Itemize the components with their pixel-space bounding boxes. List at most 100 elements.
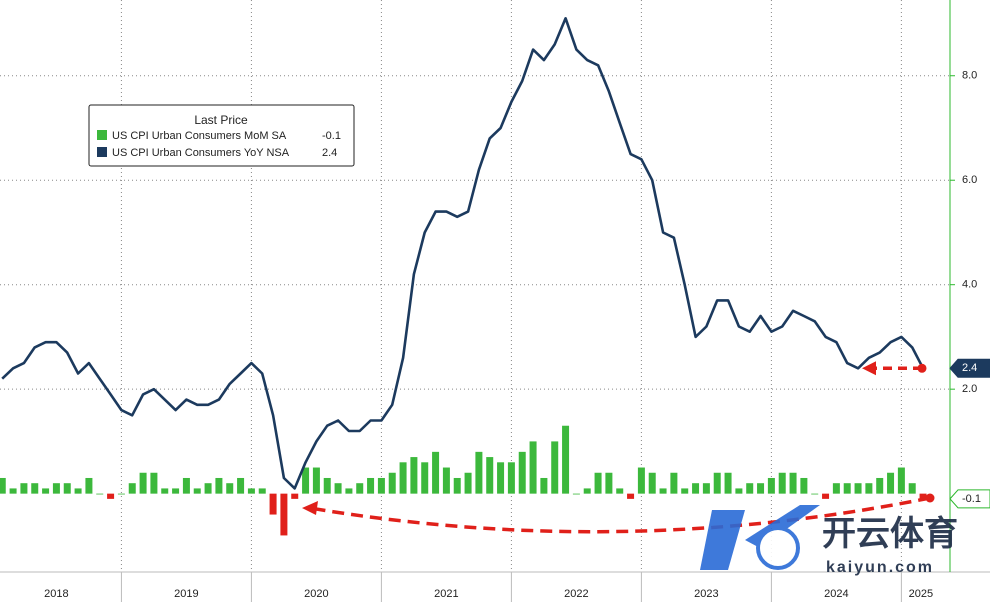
bar bbox=[681, 488, 689, 494]
y-tick-label: 2.0 bbox=[962, 383, 977, 395]
x-tick-label: 2020 bbox=[304, 588, 328, 600]
bar bbox=[594, 472, 602, 494]
bar bbox=[497, 462, 505, 494]
bar bbox=[832, 483, 840, 494]
bar bbox=[226, 483, 234, 494]
bar bbox=[464, 472, 472, 494]
line bbox=[1, 17, 925, 490]
bar bbox=[280, 493, 288, 536]
bar bbox=[908, 483, 916, 494]
legend-value: 2.4 bbox=[322, 147, 337, 159]
bar bbox=[572, 493, 580, 495]
bar bbox=[377, 477, 385, 494]
last-value-box bbox=[949, 489, 990, 509]
legend-value: -0.1 bbox=[322, 130, 341, 142]
last-value-box bbox=[949, 358, 990, 378]
bar bbox=[432, 451, 440, 494]
bar bbox=[746, 483, 754, 494]
bar bbox=[778, 472, 786, 494]
bar bbox=[897, 467, 905, 494]
watermark-logo bbox=[700, 510, 745, 570]
y-tick-label: 8.0 bbox=[962, 70, 977, 82]
y-tick-label: 4.0 bbox=[962, 279, 977, 291]
bar bbox=[291, 493, 299, 499]
bar bbox=[919, 493, 927, 499]
watermark-ball bbox=[756, 526, 800, 570]
bar bbox=[52, 483, 60, 494]
last-value-label: -0.1 bbox=[962, 493, 981, 505]
legend-label: US CPI Urban Consumers MoM SA bbox=[112, 130, 287, 142]
bar bbox=[757, 483, 765, 494]
bar bbox=[518, 451, 526, 494]
bar bbox=[74, 488, 82, 494]
bar bbox=[269, 493, 277, 515]
bar bbox=[713, 472, 721, 494]
bar bbox=[475, 451, 483, 494]
bar bbox=[887, 472, 895, 494]
bar bbox=[128, 483, 136, 494]
watermark: 开云体育 kaiyun.com bbox=[700, 505, 958, 576]
bar bbox=[345, 488, 353, 494]
bar bbox=[161, 488, 169, 494]
bar bbox=[31, 483, 39, 494]
bar bbox=[334, 483, 342, 494]
bar bbox=[800, 477, 808, 494]
bar bbox=[172, 488, 180, 494]
bar bbox=[627, 493, 635, 499]
bar bbox=[150, 472, 158, 494]
bar bbox=[367, 477, 375, 494]
bar bbox=[258, 488, 266, 494]
bar bbox=[724, 472, 732, 494]
x-tick-label: 2024 bbox=[824, 588, 848, 600]
x-tick-label: 2025 bbox=[909, 588, 933, 600]
bar bbox=[551, 441, 559, 494]
bar bbox=[42, 488, 50, 494]
bar bbox=[0, 477, 6, 494]
annotation-arrowhead bbox=[862, 361, 876, 376]
bar bbox=[486, 457, 494, 494]
bar bbox=[453, 477, 461, 494]
bar bbox=[648, 472, 656, 494]
bar bbox=[215, 477, 223, 494]
bar bbox=[507, 462, 515, 494]
x-tick-label: 2023 bbox=[694, 588, 718, 600]
bar bbox=[735, 488, 743, 494]
bar bbox=[312, 467, 320, 494]
bar bbox=[616, 488, 624, 494]
annotation-dot bbox=[925, 493, 935, 503]
bar bbox=[96, 493, 104, 495]
bar bbox=[692, 483, 700, 494]
bar bbox=[182, 477, 190, 494]
bar bbox=[399, 462, 407, 494]
bar bbox=[637, 467, 645, 494]
bar bbox=[356, 483, 364, 494]
bar bbox=[789, 472, 797, 494]
bar bbox=[702, 483, 710, 494]
bar bbox=[865, 483, 873, 494]
bar bbox=[605, 472, 613, 494]
x-tick-label: 2021 bbox=[434, 588, 458, 600]
legend-title: Last Price bbox=[194, 113, 248, 127]
last-value-label: 2.4 bbox=[962, 362, 977, 374]
bar bbox=[388, 472, 396, 494]
annotation-dot bbox=[917, 363, 927, 373]
bar bbox=[562, 425, 570, 494]
bar bbox=[20, 483, 28, 494]
bar bbox=[659, 488, 667, 494]
watermark-url: kaiyun.com bbox=[826, 559, 934, 576]
bar bbox=[139, 472, 147, 494]
bar bbox=[822, 493, 830, 499]
legend-box bbox=[88, 104, 355, 167]
bar bbox=[811, 493, 819, 495]
bar bbox=[63, 483, 71, 494]
bar bbox=[193, 488, 201, 494]
bar bbox=[85, 477, 93, 494]
bar bbox=[107, 493, 115, 499]
bar bbox=[854, 483, 862, 494]
bar bbox=[323, 477, 331, 494]
bar bbox=[540, 477, 548, 494]
x-tick-label: 2019 bbox=[174, 588, 198, 600]
